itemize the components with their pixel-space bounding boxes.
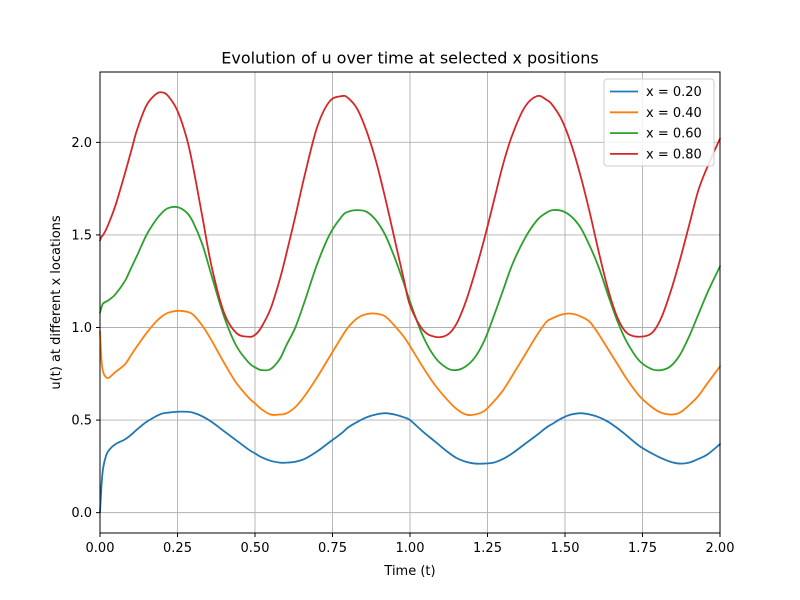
x-tick-label: 0.50 — [241, 541, 270, 556]
x-tick-label: 2.00 — [706, 541, 735, 556]
legend: x = 0.20 x = 0.40 x = 0.60 x = 0.80 — [603, 78, 715, 167]
x-axis-title: Time (t) — [383, 564, 435, 579]
y-tick-label: 2.0 — [71, 136, 92, 151]
x-tick-label: 1.50 — [551, 541, 580, 556]
legend-label: x = 0.80 — [646, 147, 702, 162]
series-group — [99, 91, 721, 514]
legend-label: x = 0.60 — [646, 127, 702, 142]
y-axis-title: u(t) at different x locations — [49, 215, 64, 390]
x-tick-label: 0.00 — [86, 541, 115, 556]
legend-label: x = 0.40 — [646, 106, 702, 121]
chart-title: Evolution of u over time at selected x p… — [221, 49, 598, 68]
legend-label: x = 0.20 — [646, 85, 702, 100]
y-tick-label: 0.0 — [71, 506, 92, 521]
ticks: 0.00 0.25 0.50 0.75 1.00 1.25 1.50 1.75 2.00 0.0 0… — [71, 136, 734, 556]
series-line-x-0-80 — [99, 91, 721, 339]
x-tick-label: 0.25 — [163, 541, 192, 556]
x-tick-label: 1.25 — [473, 541, 502, 556]
x-tick-label: 0.75 — [318, 541, 347, 556]
series-line-x-0-40 — [99, 309, 721, 416]
series-line-x-0-60 — [99, 205, 721, 372]
y-tick-label: 1.0 — [71, 321, 92, 336]
x-tick-label: 1.75 — [628, 541, 657, 556]
y-tick-label: 1.5 — [71, 228, 92, 243]
y-tick-label: 0.5 — [71, 414, 92, 429]
legend-frame — [603, 78, 715, 167]
x-tick-label: 1.00 — [396, 541, 425, 556]
series-line-x-0-20 — [99, 410, 721, 514]
